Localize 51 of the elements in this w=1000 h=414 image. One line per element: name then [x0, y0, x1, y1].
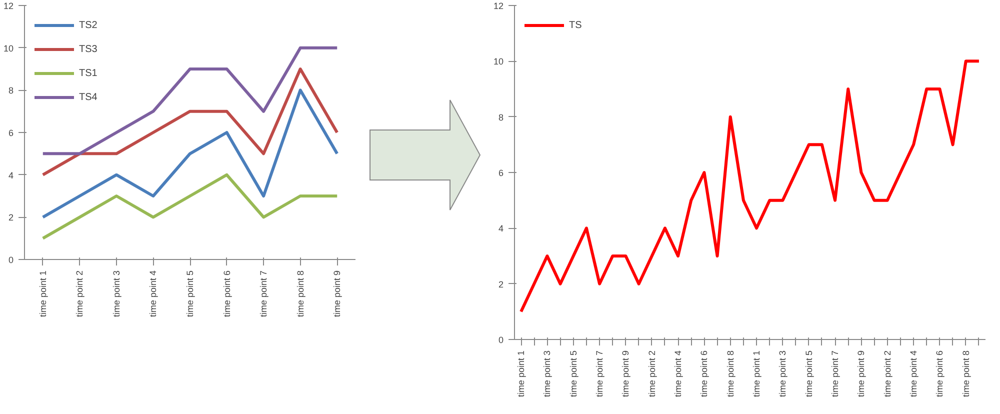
- line-series: [41, 88, 339, 219]
- y-tick-label: 0: [8, 255, 14, 265]
- x-tick-label: time point 7: [830, 350, 840, 398]
- x-tick-label: time point 8: [960, 350, 971, 398]
- x-tick-label: time point 8: [295, 270, 306, 318]
- y-tick-label: 12: [3, 1, 14, 11]
- x-tick-label: time point 5: [804, 350, 814, 398]
- x-tick-label: time point 3: [542, 350, 552, 398]
- y-tick-label: 0: [498, 335, 504, 345]
- y-tick-label: 8: [8, 86, 14, 96]
- x-tick-label: time point 1: [752, 350, 762, 398]
- x-tick-label: time point 2: [74, 270, 85, 318]
- x-tick-label: time point 6: [934, 350, 945, 398]
- x-tick-label: time point 7: [258, 270, 269, 318]
- legend-label: TS: [569, 20, 583, 30]
- line-series: [520, 60, 980, 314]
- x-tick-label: time point 9: [620, 350, 631, 398]
- legend-label: TS4: [79, 92, 98, 102]
- y-tick-label: 8: [498, 112, 504, 122]
- x-tick-label: time point 7: [594, 350, 605, 398]
- x-tick-label: time point 1: [516, 350, 526, 398]
- y-tick-label: 6: [498, 168, 504, 178]
- line-series: [41, 68, 339, 176]
- legend-label: TS1: [79, 68, 98, 78]
- legend-label: TS2: [79, 20, 98, 30]
- y-tick-label: 2: [498, 279, 504, 290]
- x-tick-label: time point 5: [185, 270, 195, 318]
- x-tick-label: time point 2: [882, 350, 892, 398]
- x-tick-label: time point 2: [646, 350, 657, 398]
- y-tick-label: 6: [8, 128, 14, 138]
- x-tick-label: time point 9: [332, 270, 342, 318]
- y-tick-label: 2: [8, 212, 14, 223]
- x-tick-label: time point 4: [148, 270, 158, 318]
- y-tick-label: 10: [3, 43, 14, 54]
- y-tick-label: 10: [493, 56, 504, 67]
- y-tick-label: 4: [8, 170, 14, 180]
- y-tick-label: 4: [498, 224, 504, 234]
- x-tick-label: time point 6: [222, 270, 232, 318]
- x-tick-label: time point 5: [568, 350, 578, 398]
- x-tick-label: time point 8: [725, 350, 736, 398]
- line-series: [41, 46, 339, 156]
- x-tick-label: time point 4: [673, 350, 684, 398]
- line-series: [41, 173, 339, 240]
- x-tick-label: time point 3: [111, 270, 122, 318]
- x-tick-label: time point 1: [38, 270, 48, 318]
- x-tick-label: time point 4: [908, 350, 919, 398]
- x-tick-label: time point 3: [778, 350, 788, 398]
- legend-label: TS3: [79, 44, 98, 54]
- x-tick-label: time point 6: [699, 350, 710, 398]
- x-tick-label: time point 9: [856, 350, 866, 398]
- y-tick-label: 12: [493, 1, 504, 11]
